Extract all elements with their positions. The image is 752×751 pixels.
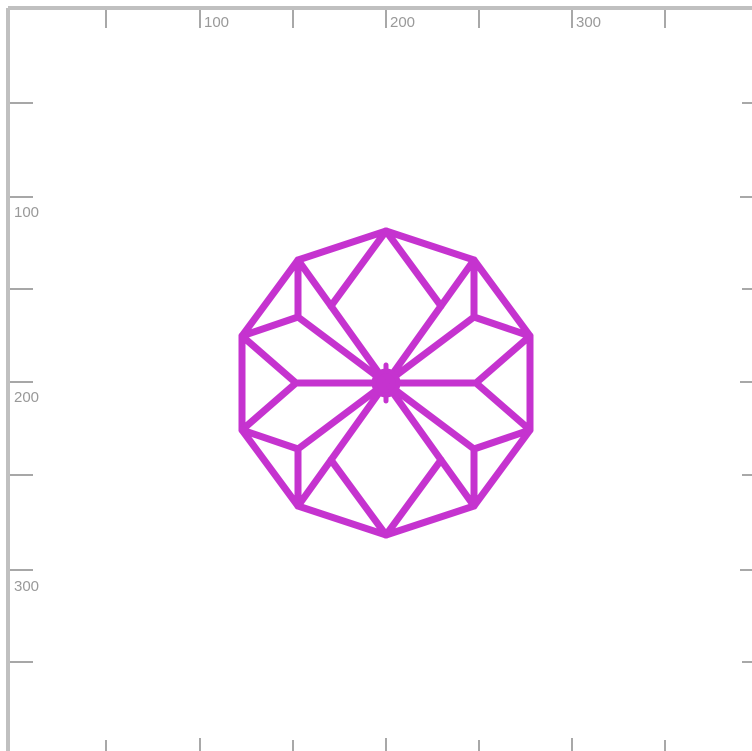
rhombus-edge <box>238 313 302 340</box>
left-ruler-label: 300 <box>14 578 39 595</box>
bottom-ruler <box>105 738 666 751</box>
center-hub <box>365 362 407 404</box>
right-ruler <box>740 102 752 663</box>
rhombus-edge <box>294 456 335 510</box>
rhombus-edge <box>382 456 445 539</box>
rhombus-edge <box>437 256 478 310</box>
left-ruler-label: 200 <box>14 389 39 406</box>
rhombus-edge <box>382 379 445 464</box>
rhombus-edge <box>294 313 390 387</box>
left-ruler-label: 100 <box>14 204 39 221</box>
left-ruler <box>10 102 33 663</box>
rhombus-edge <box>472 379 534 434</box>
rhombus-edge <box>238 379 300 434</box>
rhombus-edge <box>382 379 478 453</box>
rhombus-edge <box>470 313 534 340</box>
inner-rhombus-lines <box>238 227 534 539</box>
rhombus-edge <box>327 379 390 464</box>
rhombus-edge <box>470 426 534 453</box>
top-ruler-label: 200 <box>390 14 415 31</box>
rhombus-edge <box>327 302 390 387</box>
canvas-frame <box>6 6 752 751</box>
rhombus-edge <box>294 379 390 453</box>
top-ruler <box>105 10 666 28</box>
top-ruler-label: 100 <box>204 14 229 31</box>
rhombus-edge <box>382 227 445 310</box>
rhombic-star-shape <box>238 227 534 539</box>
rhombus-edge <box>327 227 390 310</box>
top-ruler-label: 300 <box>576 14 601 31</box>
rhombus-edge <box>437 456 478 510</box>
rhombus-edge <box>238 332 300 387</box>
rhombus-edge <box>327 456 390 539</box>
hub-circle <box>371 368 401 398</box>
rhombus-edge <box>472 332 534 387</box>
rhombus-edge <box>294 256 335 310</box>
rhombus-edge <box>382 302 445 387</box>
rhombus-edge <box>382 313 478 387</box>
rhombus-edge <box>238 426 302 453</box>
